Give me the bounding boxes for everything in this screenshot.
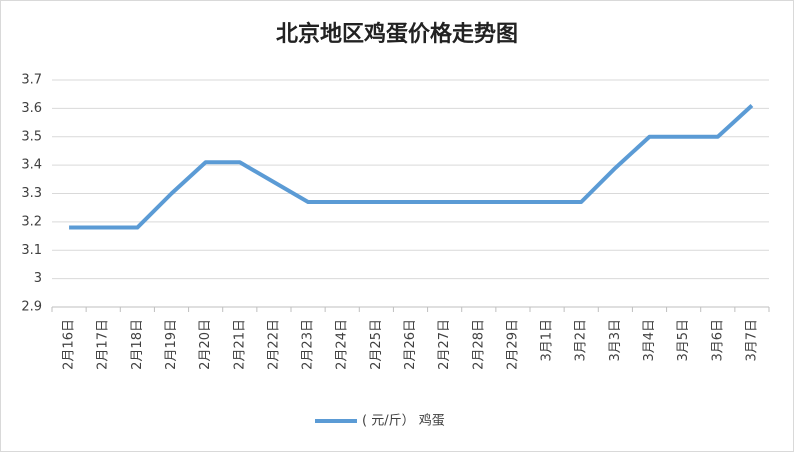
x-tick-label: 2月22日: [266, 319, 281, 370]
y-tick-label: 3.3: [21, 186, 42, 201]
y-tick-label: 3: [34, 271, 42, 286]
legend-label: ( 元/斤） 鸡蛋: [362, 413, 445, 429]
x-tick-label: 2月21日: [232, 319, 247, 370]
y-tick-label: 3.5: [21, 129, 42, 144]
x-tick-label: 2月26日: [403, 319, 418, 370]
x-tick-label: 3月5日: [676, 319, 691, 362]
x-tick-label: 2月23日: [301, 319, 316, 370]
x-tick-label: 2月24日: [335, 319, 350, 370]
chart-title: 北京地区鸡蛋价格走势图: [276, 21, 518, 47]
y-tick-label: 3.6: [21, 101, 42, 116]
x-tick-label: 3月4日: [642, 319, 657, 362]
y-tick-label: 3.7: [21, 73, 42, 88]
y-tick-label: 3.1: [21, 243, 42, 258]
y-tick-label: 2.9: [21, 300, 42, 315]
x-tick-label: 3月1日: [540, 319, 555, 362]
x-tick-label: 3月6日: [710, 319, 725, 362]
x-tick-label: 3月7日: [744, 319, 759, 362]
x-tick-label: 3月3日: [608, 319, 623, 362]
y-tick-label: 3.2: [21, 214, 42, 229]
x-tick-label: 3月2日: [574, 319, 589, 362]
y-tick-label: 3.4: [21, 158, 42, 173]
x-tick-label: 2月17日: [96, 319, 111, 370]
x-tick-label: 2月27日: [437, 319, 452, 370]
x-tick-label: 2月29日: [505, 319, 520, 370]
x-tick-label: 2月18日: [130, 319, 145, 370]
x-tick-label: 2月16日: [62, 319, 77, 370]
x-tick-label: 2月20日: [198, 319, 213, 370]
x-tick-label: 2月25日: [369, 319, 384, 370]
x-tick-label: 2月28日: [471, 319, 486, 370]
data-line: [69, 104, 754, 230]
x-tick-label: 2月19日: [164, 319, 179, 370]
